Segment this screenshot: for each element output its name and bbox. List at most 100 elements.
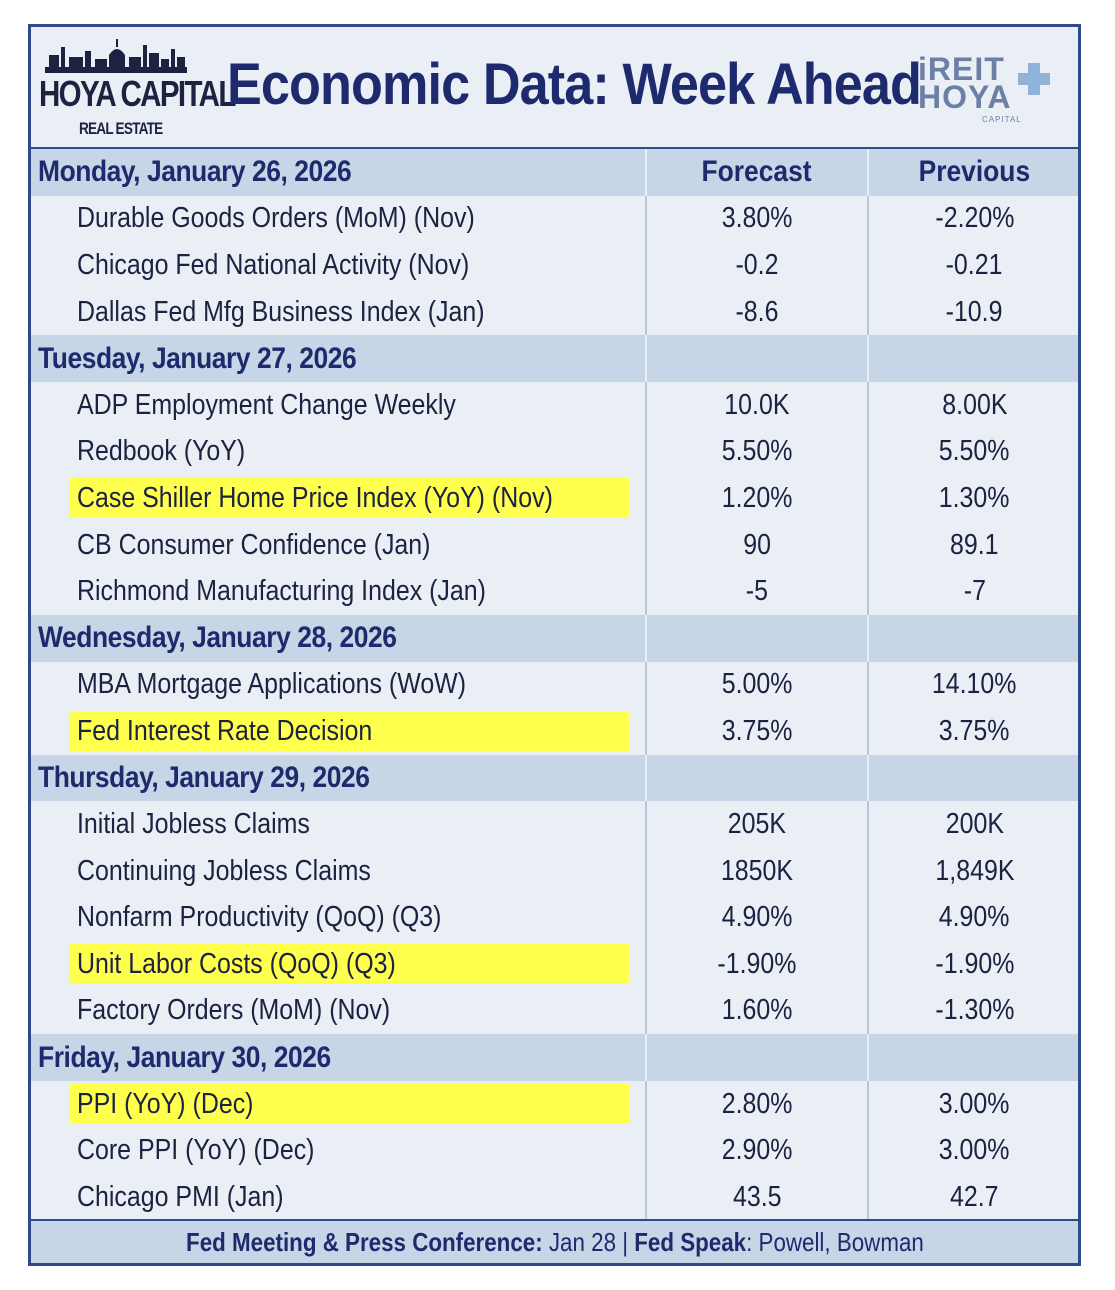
previous-value: -1.90% [934, 947, 1015, 980]
previous-value: 5.50% [939, 435, 1010, 468]
table-row: Durable Goods Orders (MoM) (Nov) 3.80% -2.… [31, 195, 1078, 243]
previous-cell: 5.50% [867, 428, 1080, 476]
logo-hoya-text: HOYA [918, 79, 1012, 115]
previous-value: -2.20% [934, 202, 1015, 235]
indicator-name-text: Factory Orders (MoM) (Nov) [77, 994, 391, 1027]
day-label-cell: Wednesday, January 28, 2026 [31, 615, 645, 662]
indicator-cell: PPI (YoY) (Dec) [31, 1081, 645, 1128]
hoya-capital-logo: HOYA CAPITAL REAL ESTATE [39, 33, 236, 143]
indicator-name-text: Chicago PMI (Jan) [77, 1180, 284, 1213]
forecast-value: 2.90% [721, 1134, 793, 1167]
medical-cross-icon [1018, 63, 1050, 95]
table-row: Fed Interest Rate Decision 3.75% 3.75% [31, 708, 1078, 755]
indicator-cell: Durable Goods Orders (MoM) (Nov) [31, 196, 645, 243]
previous-cell: -7 [867, 568, 1080, 615]
forecast-value: 5.50% [721, 435, 793, 468]
forecast-cell: 1.60% [645, 987, 867, 1035]
economic-data-table: Monday, January 26, 2026 Forecast Previous… [31, 149, 1078, 1221]
forecast-value: -1.90% [717, 947, 797, 980]
previous-column-header: Previous [918, 155, 1031, 189]
indicator-cell: Richmond Manufacturing Index (Jan) [31, 568, 645, 615]
day-label-cell: Tuesday, January 27, 2026 [31, 335, 645, 382]
table-row: Initial Jobless Claims 205K 200K [31, 801, 1078, 848]
indicator-cell: Dallas Fed Mfg Business Index (Jan) [31, 289, 645, 336]
previous-value: -7 [963, 575, 986, 608]
economic-calendar-card: HOYA CAPITAL REAL ESTATE Economic Data: … [28, 24, 1081, 1266]
day-header-row: Thursday, January 29, 2026 [31, 754, 1080, 802]
indicator-name-text: Redbook (YoY) [77, 435, 246, 468]
forecast-cell: 10.0K [645, 381, 867, 429]
highlighted-indicator-name: Fed Interest Rate Decision [69, 711, 629, 752]
indicator-name: Redbook (YoY) [69, 432, 281, 472]
table-row: Redbook (YoY) 5.50% 5.50% [31, 428, 1080, 476]
indicator-name-text: Nonfarm Productivity (QoQ) (Q3) [77, 901, 442, 934]
indicator-name: Chicago Fed National Activity (Nov) [69, 245, 541, 285]
footer-text: Fed Meeting & Press Conference: Jan 28 |… [186, 1227, 924, 1258]
indicator-name-text: Unit Labor Costs (QoQ) (Q3) [77, 947, 396, 980]
forecast-value: -8.6 [735, 295, 779, 328]
forecast-cell: 2.80% [645, 1080, 867, 1128]
ireit-hoya-logo: iREIT HOYA CAPITAL [914, 51, 1064, 131]
indicator-name-text: ADP Employment Change Weekly [77, 388, 456, 421]
logo-ireit-text: iREIT [918, 51, 1005, 87]
previous-cell: 3.00% [867, 1080, 1080, 1128]
forecast-column-header: Forecast [701, 155, 813, 189]
previous-value: -0.21 [946, 248, 1003, 281]
table-row: Chicago PMI (Jan) 43.5 42.7 [31, 1174, 1078, 1221]
indicator-name: Continuing Jobless Claims [69, 851, 427, 891]
logo-brand-text: HOYA CAPITAL [39, 73, 236, 114]
indicator-cell: MBA Mortgage Applications (WoW) [31, 662, 645, 709]
previous-value: -10.9 [946, 295, 1003, 328]
forecast-value: 3.80% [721, 202, 793, 235]
page-title: Economic Data: Week Ahead [227, 52, 922, 117]
fed-speak-names: : Powell, Bowman [745, 1226, 924, 1257]
indicator-name-text: Initial Jobless Claims [77, 808, 310, 841]
forecast-cell: -8.6 [645, 288, 867, 336]
forecast-cell: 3.80% [645, 195, 867, 243]
indicator-name-text: Fed Interest Rate Decision [77, 714, 373, 747]
indicator-name-text: PPI (YoY) (Dec) [77, 1087, 254, 1120]
indicator-cell: Fed Interest Rate Decision [31, 708, 645, 755]
day-label-cell: Thursday, January 29, 2026 [31, 755, 645, 802]
previous-cell: 200K [867, 801, 1080, 848]
fed-meeting-label: Fed Meeting & Press Conference: [185, 1226, 543, 1257]
previous-cell: 3.00% [867, 1127, 1080, 1175]
table-row: MBA Mortgage Applications (WoW) 5.00% 14.1… [31, 661, 1078, 709]
day-label: Thursday, January 29, 2026 [38, 761, 370, 795]
previous-value: 89.1 [950, 528, 999, 561]
forecast-cell: 205K [645, 801, 867, 848]
table-row: Factory Orders (MoM) (Nov) 1.60% -1.30% [31, 987, 1080, 1035]
previous-cell: -1.90% [867, 941, 1080, 988]
table-row: Richmond Manufacturing Index (Jan) -5 -7 [31, 568, 1078, 615]
forecast-value: 5.00% [721, 668, 793, 701]
indicator-cell: Nonfarm Productivity (QoQ) (Q3) [31, 895, 645, 942]
previous-cell: 4.90% [867, 894, 1080, 942]
forecast-value: 2.80% [721, 1087, 793, 1120]
indicator-name-text: Chicago Fed National Activity (Nov) [77, 248, 470, 281]
indicator-name-text: Continuing Jobless Claims [77, 854, 371, 887]
indicator-name-text: Dallas Fed Mfg Business Index (Jan) [77, 295, 485, 328]
previous-header-cell [867, 754, 1080, 802]
forecast-cell: -1.90% [645, 941, 867, 988]
highlighted-indicator-name: Case Shiller Home Price Index (YoY) (Nov… [69, 478, 629, 519]
previous-header-cell: Previous [867, 149, 1080, 196]
forecast-value: 1.20% [721, 481, 793, 514]
indicator-cell: Chicago PMI (Jan) [31, 1174, 645, 1221]
indicator-name: Richmond Manufacturing Index (Jan) [69, 572, 561, 612]
indicator-name: CB Consumer Confidence (Jan) [69, 525, 496, 565]
forecast-cell: 1.20% [645, 475, 867, 522]
indicator-name: MBA Mortgage Applications (WoW) [69, 665, 537, 705]
fed-speak-label: Fed Speak [633, 1226, 746, 1257]
previous-value: 14.10% [932, 668, 1017, 701]
indicator-cell: CB Consumer Confidence (Jan) [31, 522, 645, 569]
forecast-value: -0.2 [735, 248, 779, 281]
indicator-name-text: Richmond Manufacturing Index (Jan) [77, 575, 486, 608]
table-row: ADP Employment Change Weekly 10.0K 8.00K [31, 381, 1078, 429]
forecast-cell: 1850K [645, 847, 867, 895]
previous-header-cell [867, 335, 1080, 382]
indicator-cell: Factory Orders (MoM) (Nov) [31, 988, 645, 1035]
previous-cell: -1.30% [867, 987, 1080, 1035]
forecast-cell: -5 [645, 568, 867, 615]
indicator-name-text: Durable Goods Orders (MoM) (Nov) [77, 202, 475, 235]
previous-value: 1.30% [939, 481, 1010, 514]
